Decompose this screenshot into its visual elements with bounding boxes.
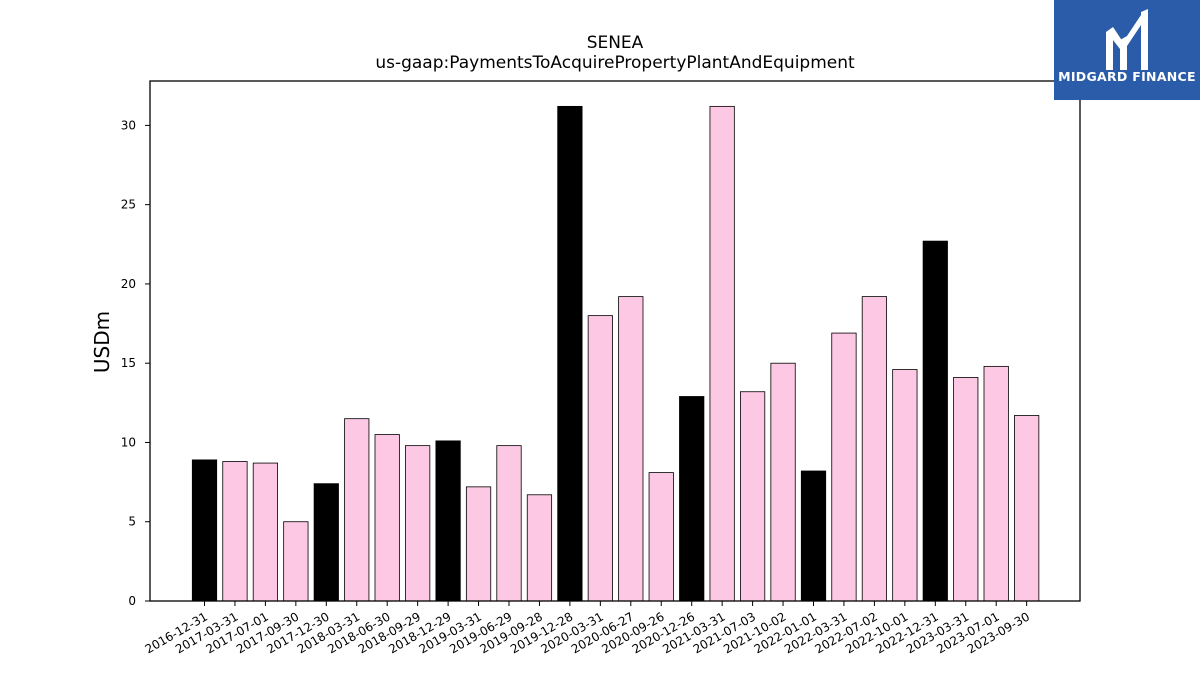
y-axis-ticks: 0 5 10 15 20 25 30 xyxy=(121,118,150,608)
bar-2022-10-01 xyxy=(892,369,918,602)
bar-2023-09-30 xyxy=(1014,415,1040,602)
logo-mark-icon xyxy=(1106,9,1148,70)
bar-2018-06-30 xyxy=(374,434,400,602)
bar-2021-07-03 xyxy=(740,391,766,602)
bar-2019-09-28 xyxy=(526,494,553,602)
bar-2017-03-31 xyxy=(222,461,248,602)
chart-title: SENEA xyxy=(587,33,644,53)
bar-2021-10-02 xyxy=(770,362,796,602)
y-tick-label: 10 xyxy=(121,435,136,449)
bar-2019-03-31 xyxy=(465,486,492,602)
y-tick-label: 20 xyxy=(121,277,136,291)
bar-2019-06-29 xyxy=(496,445,522,602)
bar-2022-12-31 xyxy=(922,240,948,602)
y-tick-label: 25 xyxy=(121,198,136,212)
midgard-finance-logo: MIDGARD FINANCE xyxy=(1054,0,1200,100)
bar-2018-03-31 xyxy=(344,418,370,602)
bar-2023-03-31 xyxy=(953,377,979,602)
x-axis-ticks: 2016-12-312017-03-312017-07-012017-09-30… xyxy=(143,601,1032,656)
bar-2017-09-30 xyxy=(283,521,309,602)
bar-2023-07-01 xyxy=(983,365,1009,602)
bars-group xyxy=(191,105,1040,602)
bar-2016-12-31 xyxy=(191,459,218,602)
y-tick-label: 0 xyxy=(128,594,136,608)
bar-2020-09-26 xyxy=(648,472,674,602)
bar-2017-07-01 xyxy=(252,462,278,602)
bar-2020-06-27 xyxy=(618,296,644,602)
bar-2022-03-31 xyxy=(831,332,857,602)
bar-2018-12-29 xyxy=(435,440,461,602)
plot-frame xyxy=(149,80,1081,602)
bar-2018-09-29 xyxy=(405,445,431,602)
bar-2022-07-02 xyxy=(861,296,888,602)
y-tick-label: 15 xyxy=(121,356,136,370)
bar-2020-03-31 xyxy=(587,315,613,602)
y-axis-label: USDm xyxy=(90,311,114,373)
bar-2020-12-26 xyxy=(679,396,705,602)
logo-text: MIDGARD FINANCE xyxy=(1058,69,1196,84)
bar-2019-12-28 xyxy=(557,105,583,602)
bar-2022-01-01 xyxy=(800,470,827,602)
bar-2021-03-31 xyxy=(709,105,735,602)
y-tick-label: 5 xyxy=(128,515,136,529)
chart-subtitle: us-gaap:PaymentsToAcquirePropertyPlantAn… xyxy=(375,53,855,73)
bar-2017-12-30 xyxy=(313,483,339,602)
y-tick-label: 30 xyxy=(121,118,136,132)
